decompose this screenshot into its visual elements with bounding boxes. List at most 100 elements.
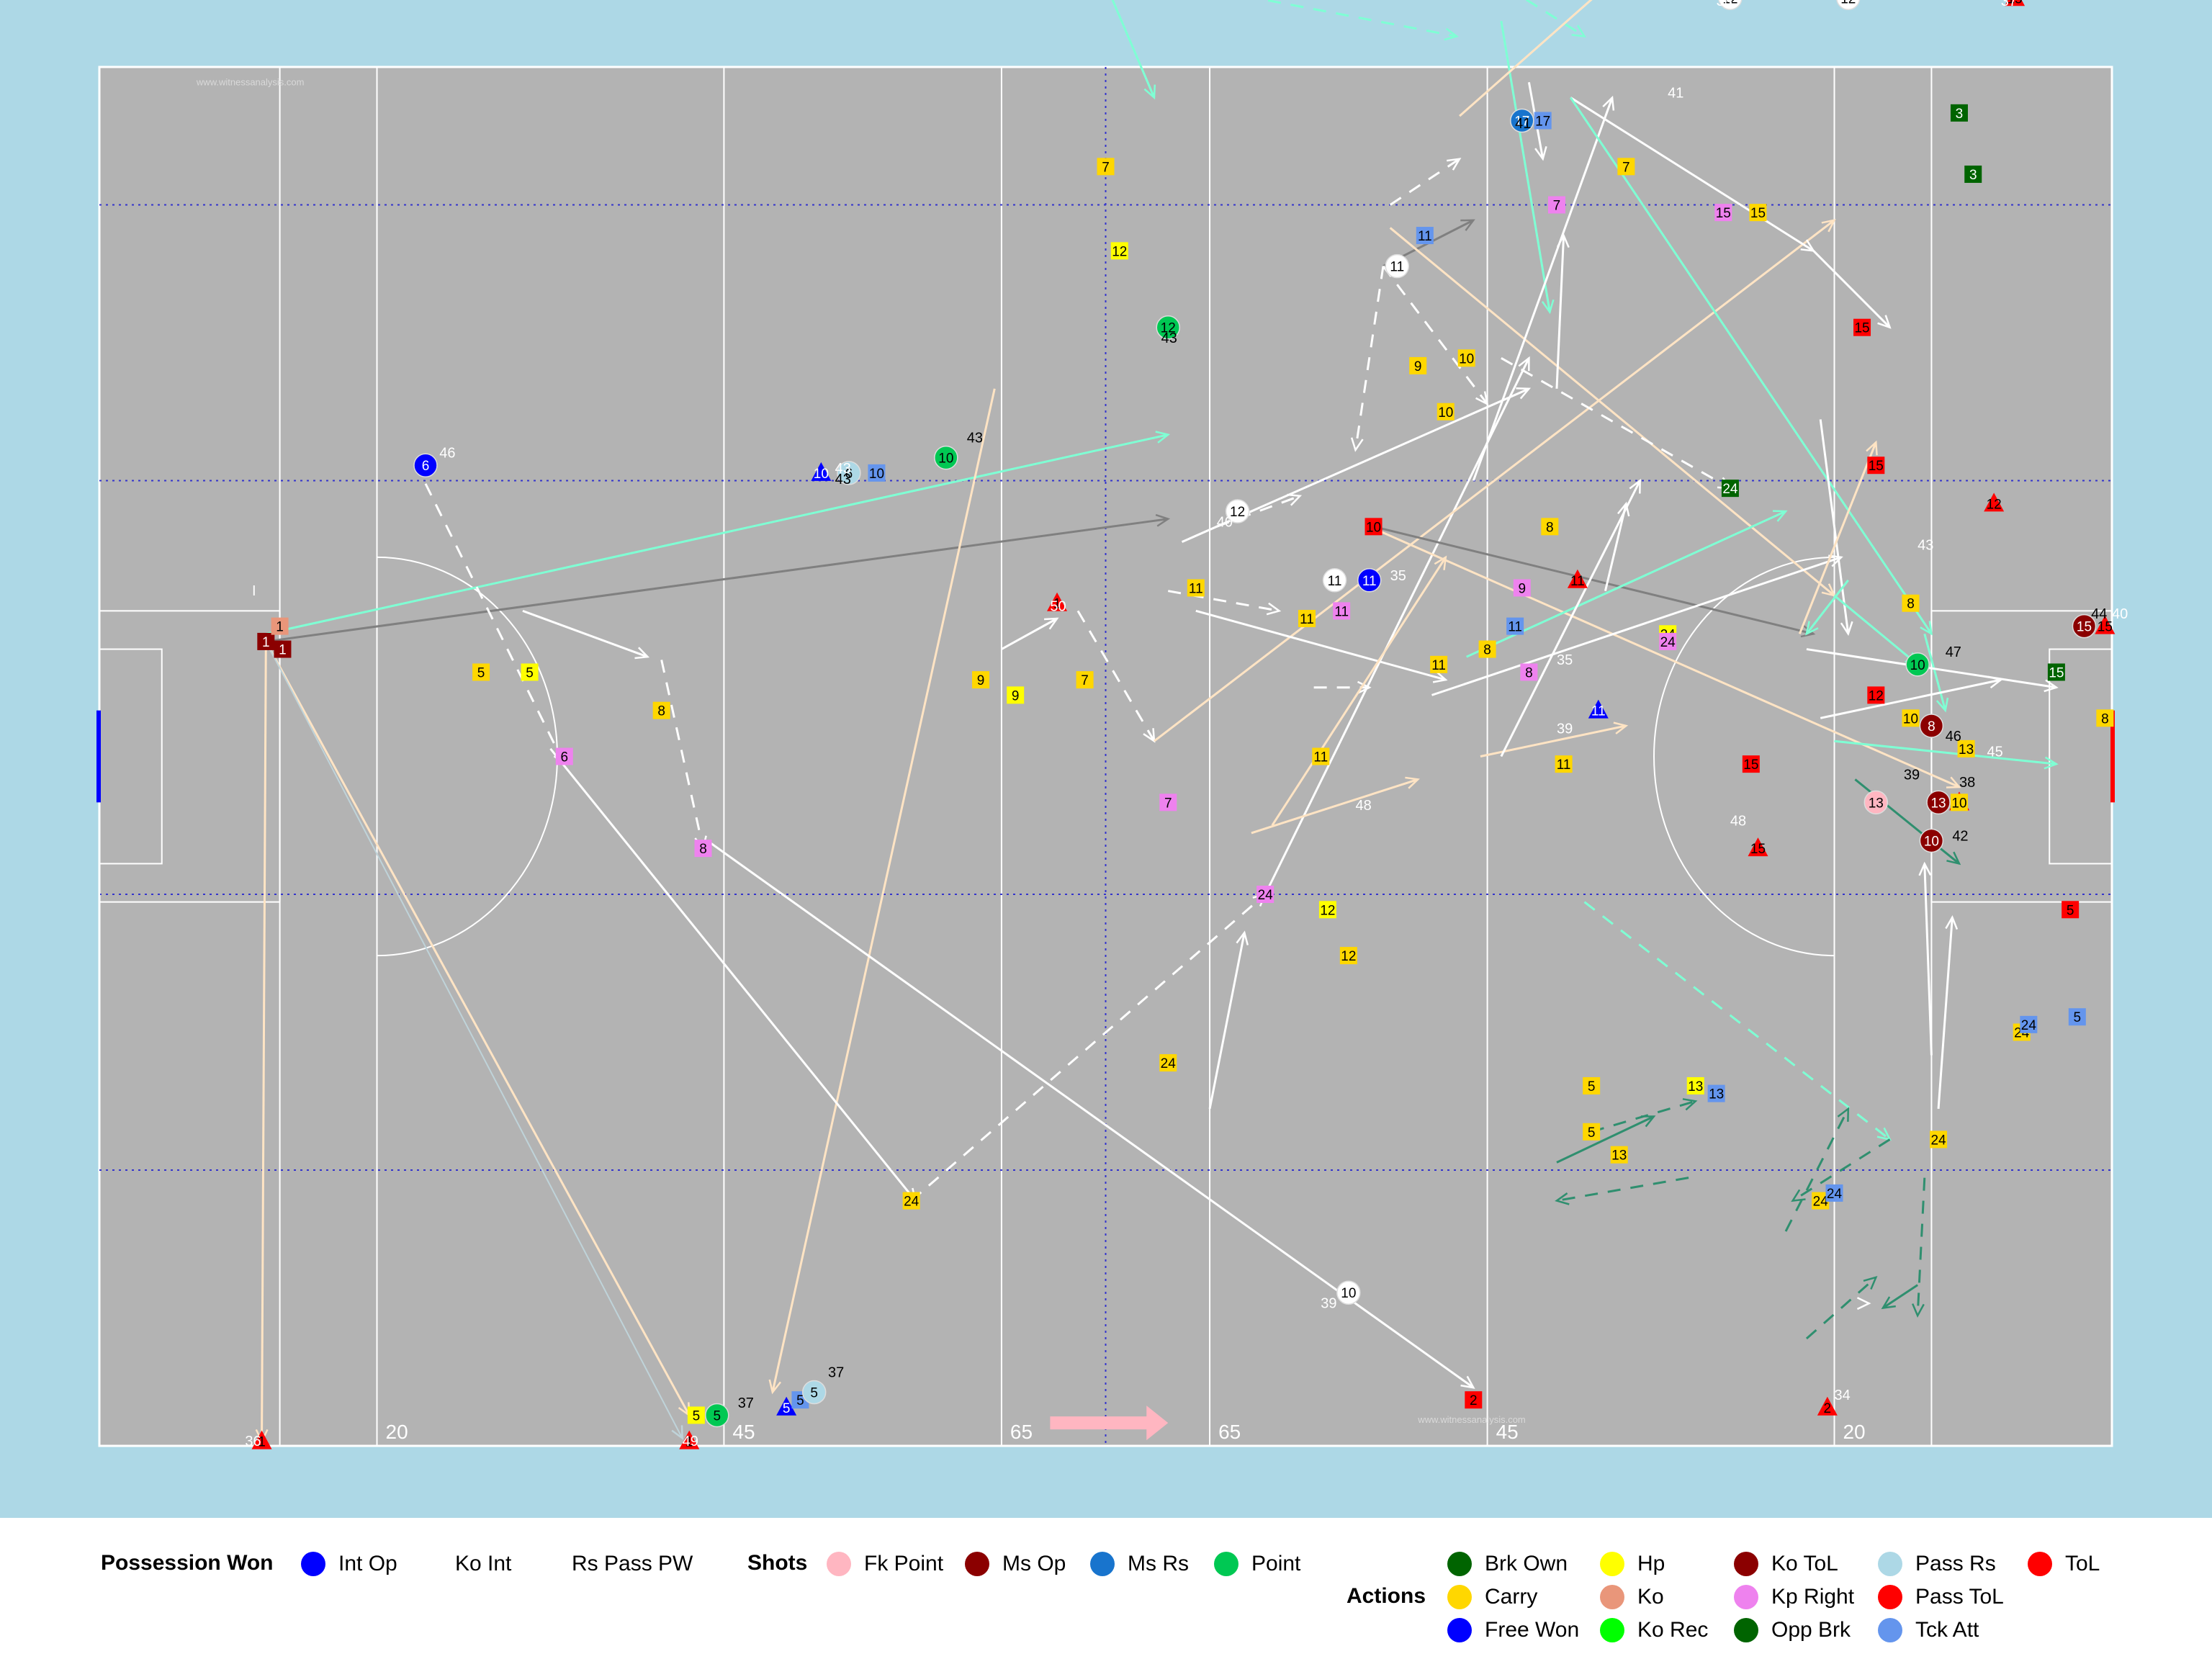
legend-label: Brk Own [1485, 1552, 1568, 1575]
marker-circle [705, 1403, 729, 1428]
marker-circle: 11 [1357, 568, 1382, 593]
marker-label: 12 [1840, 0, 1856, 6]
marker-square [1312, 747, 1330, 765]
marker-square: 13 [1707, 1084, 1725, 1102]
marker-label: 13 [1959, 742, 1974, 757]
marker-square [1159, 793, 1177, 811]
minute-annotation: 39 [1904, 767, 1920, 783]
action-arrowhead [1837, 1107, 1850, 1122]
marker-square [1825, 1184, 1843, 1202]
marker-label: 2 [1470, 1393, 1478, 1408]
legend-label: Carry [1485, 1585, 1538, 1609]
legend-item-pass-rs: Pass Rs [1878, 1550, 1996, 1578]
marker-square [1617, 158, 1635, 176]
marker-square: 10 [1902, 709, 1920, 727]
marker-square: 10 [1364, 518, 1382, 536]
marker-label: 11 [1418, 229, 1432, 244]
marker-label: 12 [1869, 688, 1884, 703]
legend-label: Ko Int [455, 1552, 512, 1575]
marker-label: 13 [1709, 1087, 1724, 1102]
marker-label: 10 [869, 467, 884, 482]
minute-annotation: 43 [967, 430, 983, 446]
marker-square [1187, 579, 1205, 597]
marker-circle: 13 [1926, 790, 1951, 815]
pitch-markings [96, 67, 2115, 1446]
action-line [1820, 678, 2002, 719]
marker-square [274, 640, 292, 658]
marker-circle [1510, 108, 1534, 133]
marker-square: 13 [1686, 1076, 1704, 1094]
action-line [1271, 557, 1447, 827]
action-arrowhead [1936, 697, 1949, 713]
action-line [1569, 96, 1933, 635]
marker-square: 12 [1318, 901, 1336, 919]
action-line [549, 747, 917, 1202]
minute-annotation: 35 [1557, 652, 1573, 668]
marker-square: 10 [868, 464, 886, 482]
marker-triangle: 15 [2005, 0, 2026, 6]
marker-square [1457, 349, 1475, 367]
action-arrowhead [1866, 440, 1878, 456]
action-arrowhead [1945, 915, 1959, 930]
marker-square [1339, 947, 1357, 965]
legend-swatch [965, 1552, 989, 1576]
marker-square: 9 [1007, 686, 1025, 704]
marker-square [1659, 632, 1677, 650]
action-arrowhead [1920, 621, 1933, 636]
marker-triangle [1984, 493, 2005, 512]
marker-square [1097, 158, 1115, 176]
marker-label: 5 [477, 665, 485, 680]
action-line [1459, 0, 1593, 117]
marker-square: 6 [555, 747, 573, 765]
action-line [1382, 265, 1488, 405]
marker-label: 9 [977, 673, 985, 688]
action-arrowhead [1444, 27, 1460, 41]
action-line [1472, 97, 1614, 482]
action-arrowhead [1863, 1276, 1878, 1290]
marker-square: 2 [1465, 1391, 1483, 1409]
action-line [1389, 158, 1460, 206]
marker-square [521, 663, 539, 681]
action-line [1834, 739, 2057, 765]
marker-square [1409, 356, 1427, 374]
legend-swatch [1600, 1618, 1624, 1642]
marker-square: 3 [1964, 165, 1982, 183]
marker-label: 8 [657, 704, 665, 719]
action-line [1570, 96, 1815, 252]
marker-square [1714, 204, 1732, 222]
marker-circle [1919, 714, 1944, 738]
minute-annotation: 39 [1557, 721, 1573, 737]
action-arrowhead [1876, 1127, 1892, 1141]
marker-label: 7 [1553, 199, 1561, 214]
marker-label: 7 [1081, 673, 1089, 688]
marker-square [271, 617, 289, 635]
marker-circle [413, 453, 438, 477]
marker-label: 11 [1334, 604, 1349, 619]
action-line [1882, 1284, 1918, 1309]
legend-item-ko-rec: Ko Rec [1600, 1616, 1708, 1645]
marker-square: 1 [274, 640, 292, 658]
minute-annotation: I [252, 583, 256, 599]
action-line [1937, 917, 1954, 1109]
marker-triangle [1588, 699, 1609, 719]
action-arrowhead [1236, 930, 1249, 945]
marker-circle [2072, 613, 2097, 639]
action-arrowhead [1155, 431, 1171, 444]
marker-square: 15 [1853, 318, 1871, 336]
action-line [1923, 633, 1947, 711]
legend-label: Pass ToL [1915, 1585, 2004, 1609]
action-arrowhead [634, 647, 650, 660]
marker-triangle [1748, 837, 1768, 857]
action-line [424, 483, 566, 765]
minute-annotation: 43 [835, 472, 851, 487]
marker-circle: 10 [1905, 652, 1930, 677]
action-line [265, 433, 1169, 635]
action-line [1806, 648, 2057, 689]
action-line [1591, 1100, 1696, 1133]
marker-label: 1 [1053, 597, 1061, 612]
action-arrowhead [1434, 555, 1447, 570]
action-line [1500, 20, 1551, 313]
marker-label: 12 [1112, 244, 1127, 259]
legend-label: Ms Op [1002, 1552, 1066, 1575]
